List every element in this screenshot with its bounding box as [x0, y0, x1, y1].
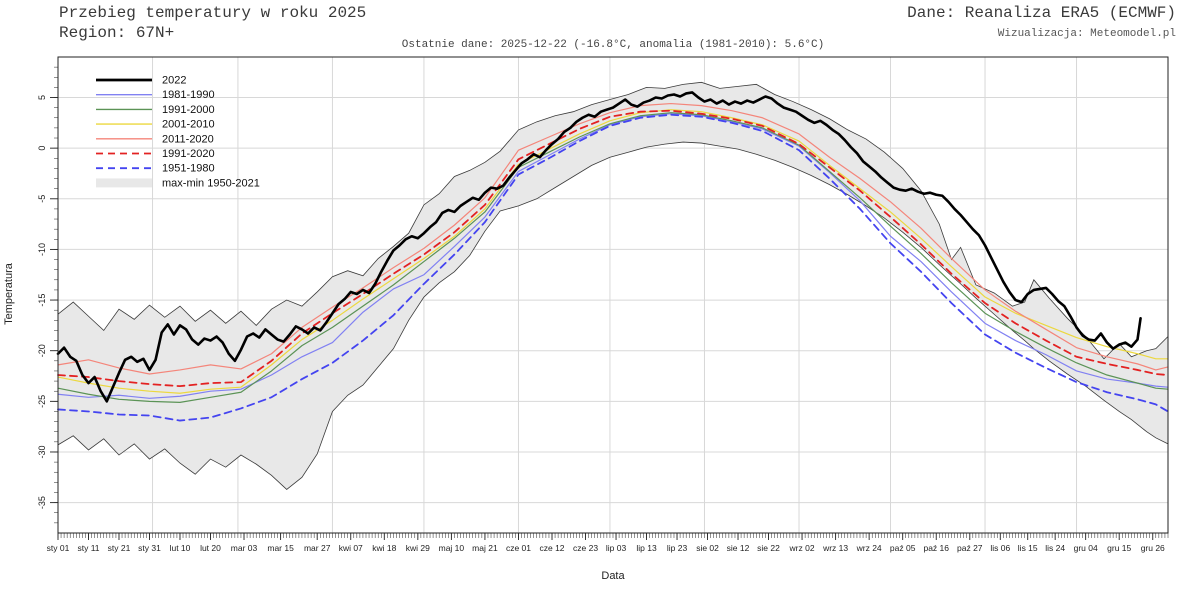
x-tick-label: sie 22 [757, 543, 780, 553]
legend-label: 1991-2000 [162, 104, 215, 116]
x-tick-label: kwi 29 [406, 543, 430, 553]
x-tick-label: sie 02 [696, 543, 719, 553]
x-tick-label: wrz 02 [789, 543, 815, 553]
x-tick-label: sty 31 [138, 543, 161, 553]
x-tick-label: gru 26 [1141, 543, 1165, 553]
x-axis-title: Data [601, 570, 625, 582]
minmax-band-upper-edge [57, 81, 1169, 360]
y-tick-label: -15 [37, 294, 47, 307]
legend-label: 2022 [162, 75, 186, 87]
x-tick-label: sie 12 [727, 543, 750, 553]
x-tick-label: sty 11 [77, 543, 99, 553]
x-tick-label: mar 03 [231, 543, 258, 553]
x-tick-label: gru 04 [1074, 543, 1098, 553]
x-tick-label: maj 10 [439, 543, 465, 553]
chart-title: Przebieg temperatury w roku 2025 [59, 4, 367, 22]
x-tick-label: maj 21 [472, 543, 498, 553]
series-line-2001-2010 [57, 109, 1169, 394]
legend-label: max-min 1950-2021 [162, 177, 260, 189]
x-tick-label: wrz 13 [822, 543, 848, 553]
y-tick-label: -30 [37, 445, 47, 458]
x-tick-label: mar 15 [267, 543, 294, 553]
last-data-subtitle: Ostatnie dane: 2025-12-22 (-16.8°C, anom… [401, 39, 825, 51]
x-axis: sty 01 sty 11 sty 21 sty 31 lut 10 lut 20 mar … [47, 533, 1169, 553]
x-tick-label: sty 21 [108, 543, 131, 553]
legend-label: 1981-1990 [162, 89, 215, 101]
x-tick-label: paź 16 [923, 543, 949, 553]
x-tick-label: paź 27 [957, 543, 983, 553]
x-tick-label: lip 23 [667, 543, 688, 553]
y-tick-label: -5 [37, 195, 47, 203]
legend-band-swatch [96, 178, 152, 188]
legend-label: 1951-1980 [162, 163, 215, 175]
x-tick-label: kwi 18 [372, 543, 396, 553]
data-source: Dane: Reanaliza ERA5 (ECMWF) [907, 4, 1176, 22]
x-tick-label: gru 15 [1107, 543, 1131, 553]
x-tick-label: cze 01 [506, 543, 531, 553]
legend-label: 2011-2020 [162, 133, 214, 145]
x-tick-label: lut 20 [200, 543, 221, 553]
series-line-1991-2000 [57, 112, 1169, 403]
legend-label: 2001-2010 [162, 119, 215, 131]
visualization-credit: Wizualizacja: Meteomodel.pl [997, 28, 1176, 40]
x-tick-label: wrz 24 [856, 543, 882, 553]
x-tick-label: lis 24 [1045, 543, 1065, 553]
y-tick-label: -35 [37, 496, 47, 509]
series-line-1981-1990 [57, 113, 1169, 399]
x-tick-label: sty 01 [47, 543, 70, 553]
series-line-2011-2020 [57, 102, 1169, 375]
series-line-2022 [56, 91, 1142, 403]
y-axis: 5 0 -5 -10 -15 -20 -25 -30 -35 [37, 66, 58, 524]
y-tick-label: 5 [37, 95, 47, 100]
x-tick-label: mar 27 [304, 543, 331, 553]
y-tick-label: 0 [37, 146, 47, 151]
chart-region: Region: 67N+ [59, 24, 175, 42]
x-tick-label: lip 03 [606, 543, 627, 553]
minmax-band [58, 82, 1168, 490]
x-tick-label: cze 12 [539, 543, 564, 553]
x-tick-label: lip 13 [636, 543, 657, 553]
x-tick-label: lut 10 [170, 543, 191, 553]
x-tick-label: paź 05 [890, 543, 916, 553]
legend-label: 1991-2020 [162, 148, 215, 160]
series-line-1951-1980 [57, 113, 1169, 422]
x-tick-label: cze 23 [573, 543, 598, 553]
y-tick-label: -25 [37, 395, 47, 408]
x-tick-label: lis 15 [1018, 543, 1038, 553]
y-tick-label: -10 [37, 243, 47, 256]
minmax-band-lower-edge [57, 141, 1169, 490]
x-tick-label: kwi 07 [339, 543, 363, 553]
y-tick-label: -20 [37, 344, 47, 357]
x-tick-label: lis 06 [990, 543, 1010, 553]
legend: 2022 1981-1990 1991-2000 2001-2010 2011-2020… [96, 75, 260, 189]
